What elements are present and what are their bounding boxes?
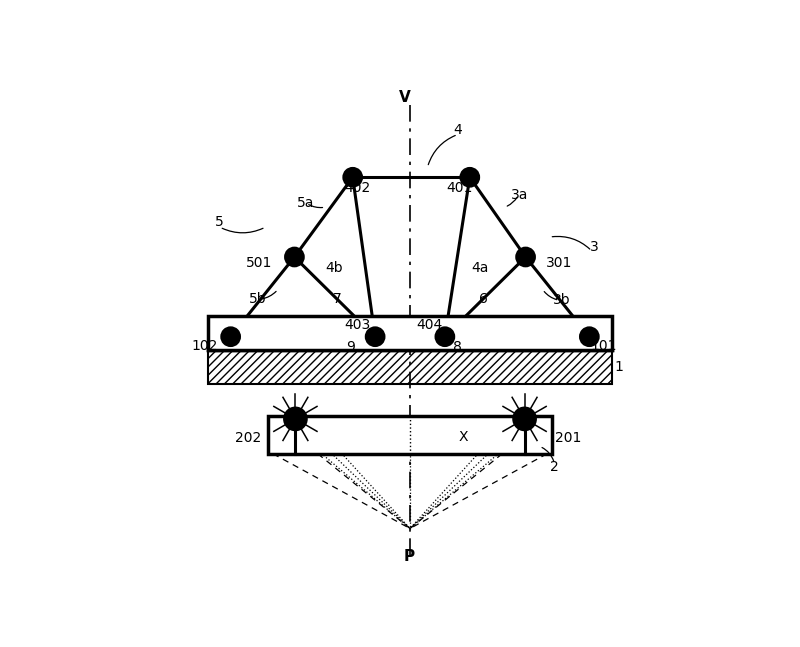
Text: P: P	[403, 549, 414, 564]
Text: 404: 404	[417, 318, 443, 333]
Text: 9: 9	[346, 340, 354, 354]
Text: 7: 7	[332, 292, 341, 306]
Text: 101: 101	[590, 338, 617, 353]
Circle shape	[285, 408, 306, 430]
Text: 4b: 4b	[326, 261, 343, 275]
Text: 402: 402	[345, 181, 371, 195]
Text: 5b: 5b	[249, 292, 266, 306]
Text: 8: 8	[453, 340, 462, 354]
Text: 401: 401	[446, 181, 473, 195]
Text: 3b: 3b	[553, 293, 570, 307]
Circle shape	[344, 168, 362, 186]
Text: 501: 501	[246, 256, 273, 270]
Circle shape	[286, 248, 303, 266]
Text: 6: 6	[479, 292, 488, 306]
Bar	[208, 316, 612, 350]
Circle shape	[290, 414, 300, 424]
Text: 4a: 4a	[471, 261, 489, 275]
Circle shape	[520, 414, 530, 424]
Text: 2: 2	[550, 460, 559, 474]
Text: X: X	[459, 430, 469, 444]
Text: 403: 403	[345, 318, 371, 333]
Circle shape	[222, 328, 240, 345]
Text: V: V	[399, 90, 411, 105]
Text: 301: 301	[546, 256, 573, 270]
Text: 3: 3	[590, 240, 598, 254]
Bar	[208, 350, 612, 384]
Text: 5a: 5a	[297, 196, 314, 210]
Circle shape	[436, 328, 454, 345]
Circle shape	[366, 328, 384, 345]
Text: 3a: 3a	[511, 188, 528, 202]
Text: 5: 5	[215, 215, 224, 229]
Circle shape	[580, 328, 598, 345]
Text: 202: 202	[235, 432, 262, 445]
Circle shape	[514, 408, 535, 430]
Circle shape	[461, 168, 478, 186]
Text: 4: 4	[454, 123, 462, 137]
Text: 102: 102	[191, 338, 218, 353]
Bar	[268, 417, 552, 454]
Text: 201: 201	[555, 432, 582, 445]
Circle shape	[517, 248, 534, 266]
Text: 1: 1	[615, 360, 624, 373]
